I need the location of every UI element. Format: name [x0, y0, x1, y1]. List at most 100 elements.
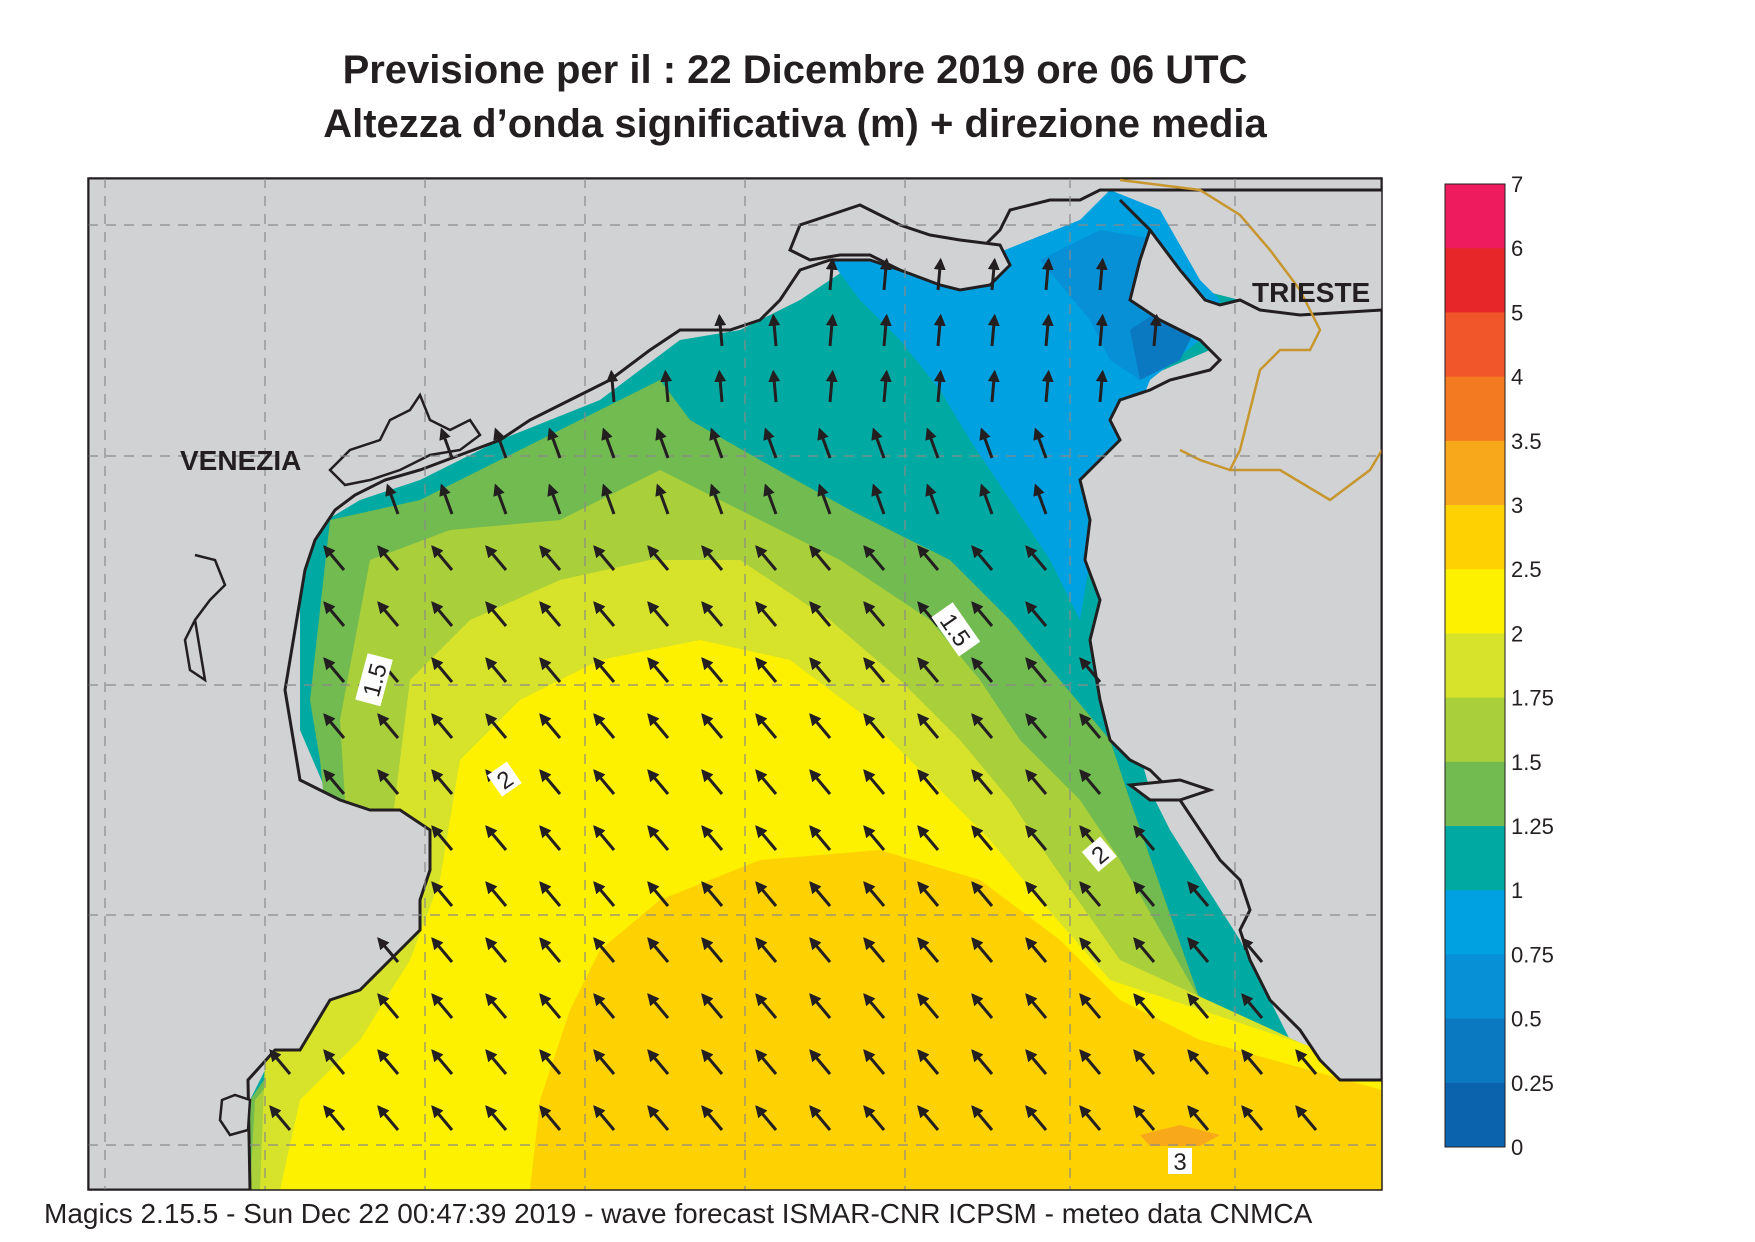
- direction-arrow: [647, 937, 670, 963]
- direction-arrow: [269, 1049, 292, 1075]
- direction-arrow: [971, 769, 994, 795]
- direction-arrow: [755, 713, 778, 739]
- direction-arrow: [377, 769, 400, 795]
- direction-arrow: [1133, 993, 1156, 1019]
- direction-arrow: [817, 427, 832, 459]
- direction-arrow: [1133, 937, 1156, 963]
- direction-arrow: [971, 1105, 994, 1131]
- direction-arrow: [709, 483, 724, 515]
- direction-arrow: [1187, 993, 1210, 1019]
- direction-arrow: [809, 825, 832, 851]
- direction-arrow: [377, 713, 400, 739]
- direction-arrow: [1079, 657, 1102, 683]
- direction-arrow: [601, 483, 616, 515]
- direction-arrow: [485, 545, 508, 571]
- direction-arrow: [539, 825, 562, 851]
- legend-tick-label: 1.75: [1511, 686, 1554, 711]
- legend-tick-label: 1.5: [1511, 750, 1542, 775]
- direction-arrow: [1033, 427, 1048, 459]
- band-3-5: [1140, 1125, 1220, 1146]
- direction-arrow: [377, 937, 400, 963]
- venezia-islands: [328, 392, 482, 487]
- border-line-2: [1230, 449, 1382, 502]
- direction-arrow: [269, 1105, 292, 1131]
- direction-arrow: [1025, 713, 1048, 739]
- direction-arrow: [593, 769, 616, 795]
- direction-arrow: [1033, 483, 1048, 515]
- direction-arrow: [809, 545, 832, 571]
- direction-arrow: [1025, 993, 1048, 1019]
- direction-arrow: [1133, 881, 1156, 907]
- direction-arrow: [1079, 937, 1102, 963]
- direction-arrow: [1025, 545, 1048, 571]
- legend-swatch: [1445, 569, 1505, 634]
- direction-arrow: [1241, 1105, 1264, 1131]
- lagoon-shape: [183, 553, 227, 683]
- direction-arrow: [647, 713, 670, 739]
- land-trieste: [1078, 198, 1382, 1082]
- direction-arrow: [1241, 1049, 1264, 1075]
- direction-arrow: [917, 657, 940, 683]
- direction-arrow: [917, 937, 940, 963]
- direction-arrow: [971, 545, 994, 571]
- direction-arrow: [917, 713, 940, 739]
- direction-arrow: [647, 1105, 670, 1131]
- direction-arrow: [647, 769, 670, 795]
- legend-tick-label: 4: [1511, 365, 1523, 390]
- direction-arrow: [377, 1105, 400, 1131]
- direction-arrow: [1025, 769, 1048, 795]
- direction-arrow: [809, 1049, 832, 1075]
- direction-arrow: [871, 427, 886, 459]
- direction-arrow: [431, 601, 454, 627]
- direction-arrow: [647, 993, 670, 1019]
- direction-arrow: [879, 313, 892, 347]
- direction-arrow: [1025, 881, 1048, 907]
- direction-arrow: [593, 1105, 616, 1131]
- direction-arrow: [917, 769, 940, 795]
- legend-tick-label: 7: [1511, 172, 1523, 197]
- direction-arrow: [925, 427, 940, 459]
- legend-tick-label: 0.5: [1511, 1007, 1542, 1032]
- direction-arrow: [768, 313, 781, 347]
- map-frame: [87, 177, 1383, 1191]
- direction-arrow: [714, 369, 727, 403]
- direction-arrow: [863, 993, 886, 1019]
- direction-arrow: [933, 369, 946, 403]
- direction-arrow: [1133, 1049, 1156, 1075]
- direction-arrow: [485, 937, 508, 963]
- direction-arrow: [485, 657, 508, 683]
- direction-arrow: [431, 713, 454, 739]
- legend-tick-label: 3.5: [1511, 429, 1542, 454]
- direction-arrow: [701, 657, 724, 683]
- direction-arrow: [431, 1049, 454, 1075]
- legend-swatch: [1445, 890, 1505, 955]
- graticule: [88, 178, 1382, 1190]
- direction-arrow: [377, 1049, 400, 1075]
- legend-swatch: [1445, 1082, 1505, 1148]
- legend-swatch: [1445, 1018, 1505, 1084]
- legend-tick-label: 6: [1511, 236, 1523, 261]
- direction-arrow: [1025, 1049, 1048, 1075]
- direction-arrow: [755, 993, 778, 1019]
- direction-arrow: [493, 427, 508, 459]
- direction-arrow: [323, 601, 346, 627]
- direction-arrow: [647, 545, 670, 571]
- direction-arrow: [917, 601, 940, 627]
- direction-arrow: [971, 601, 994, 627]
- direction-arrow: [863, 601, 886, 627]
- direction-arrow: [701, 713, 724, 739]
- direction-arrow: [323, 1049, 346, 1075]
- footer-credits: Magics 2.15.5 - Sun Dec 22 00:47:39 2019…: [44, 1198, 1313, 1229]
- direction-arrow: [701, 769, 724, 795]
- direction-arrow: [323, 657, 346, 683]
- direction-arrow: [971, 657, 994, 683]
- direction-arrow: [1025, 601, 1048, 627]
- legend-swatch: [1445, 376, 1505, 442]
- direction-arrow: [971, 881, 994, 907]
- direction-arrow: [1079, 993, 1102, 1019]
- legend-tick-label: 3: [1511, 493, 1523, 518]
- direction-arrow: [539, 937, 562, 963]
- direction-arrow: [431, 1105, 454, 1131]
- direction-arrow: [763, 483, 778, 515]
